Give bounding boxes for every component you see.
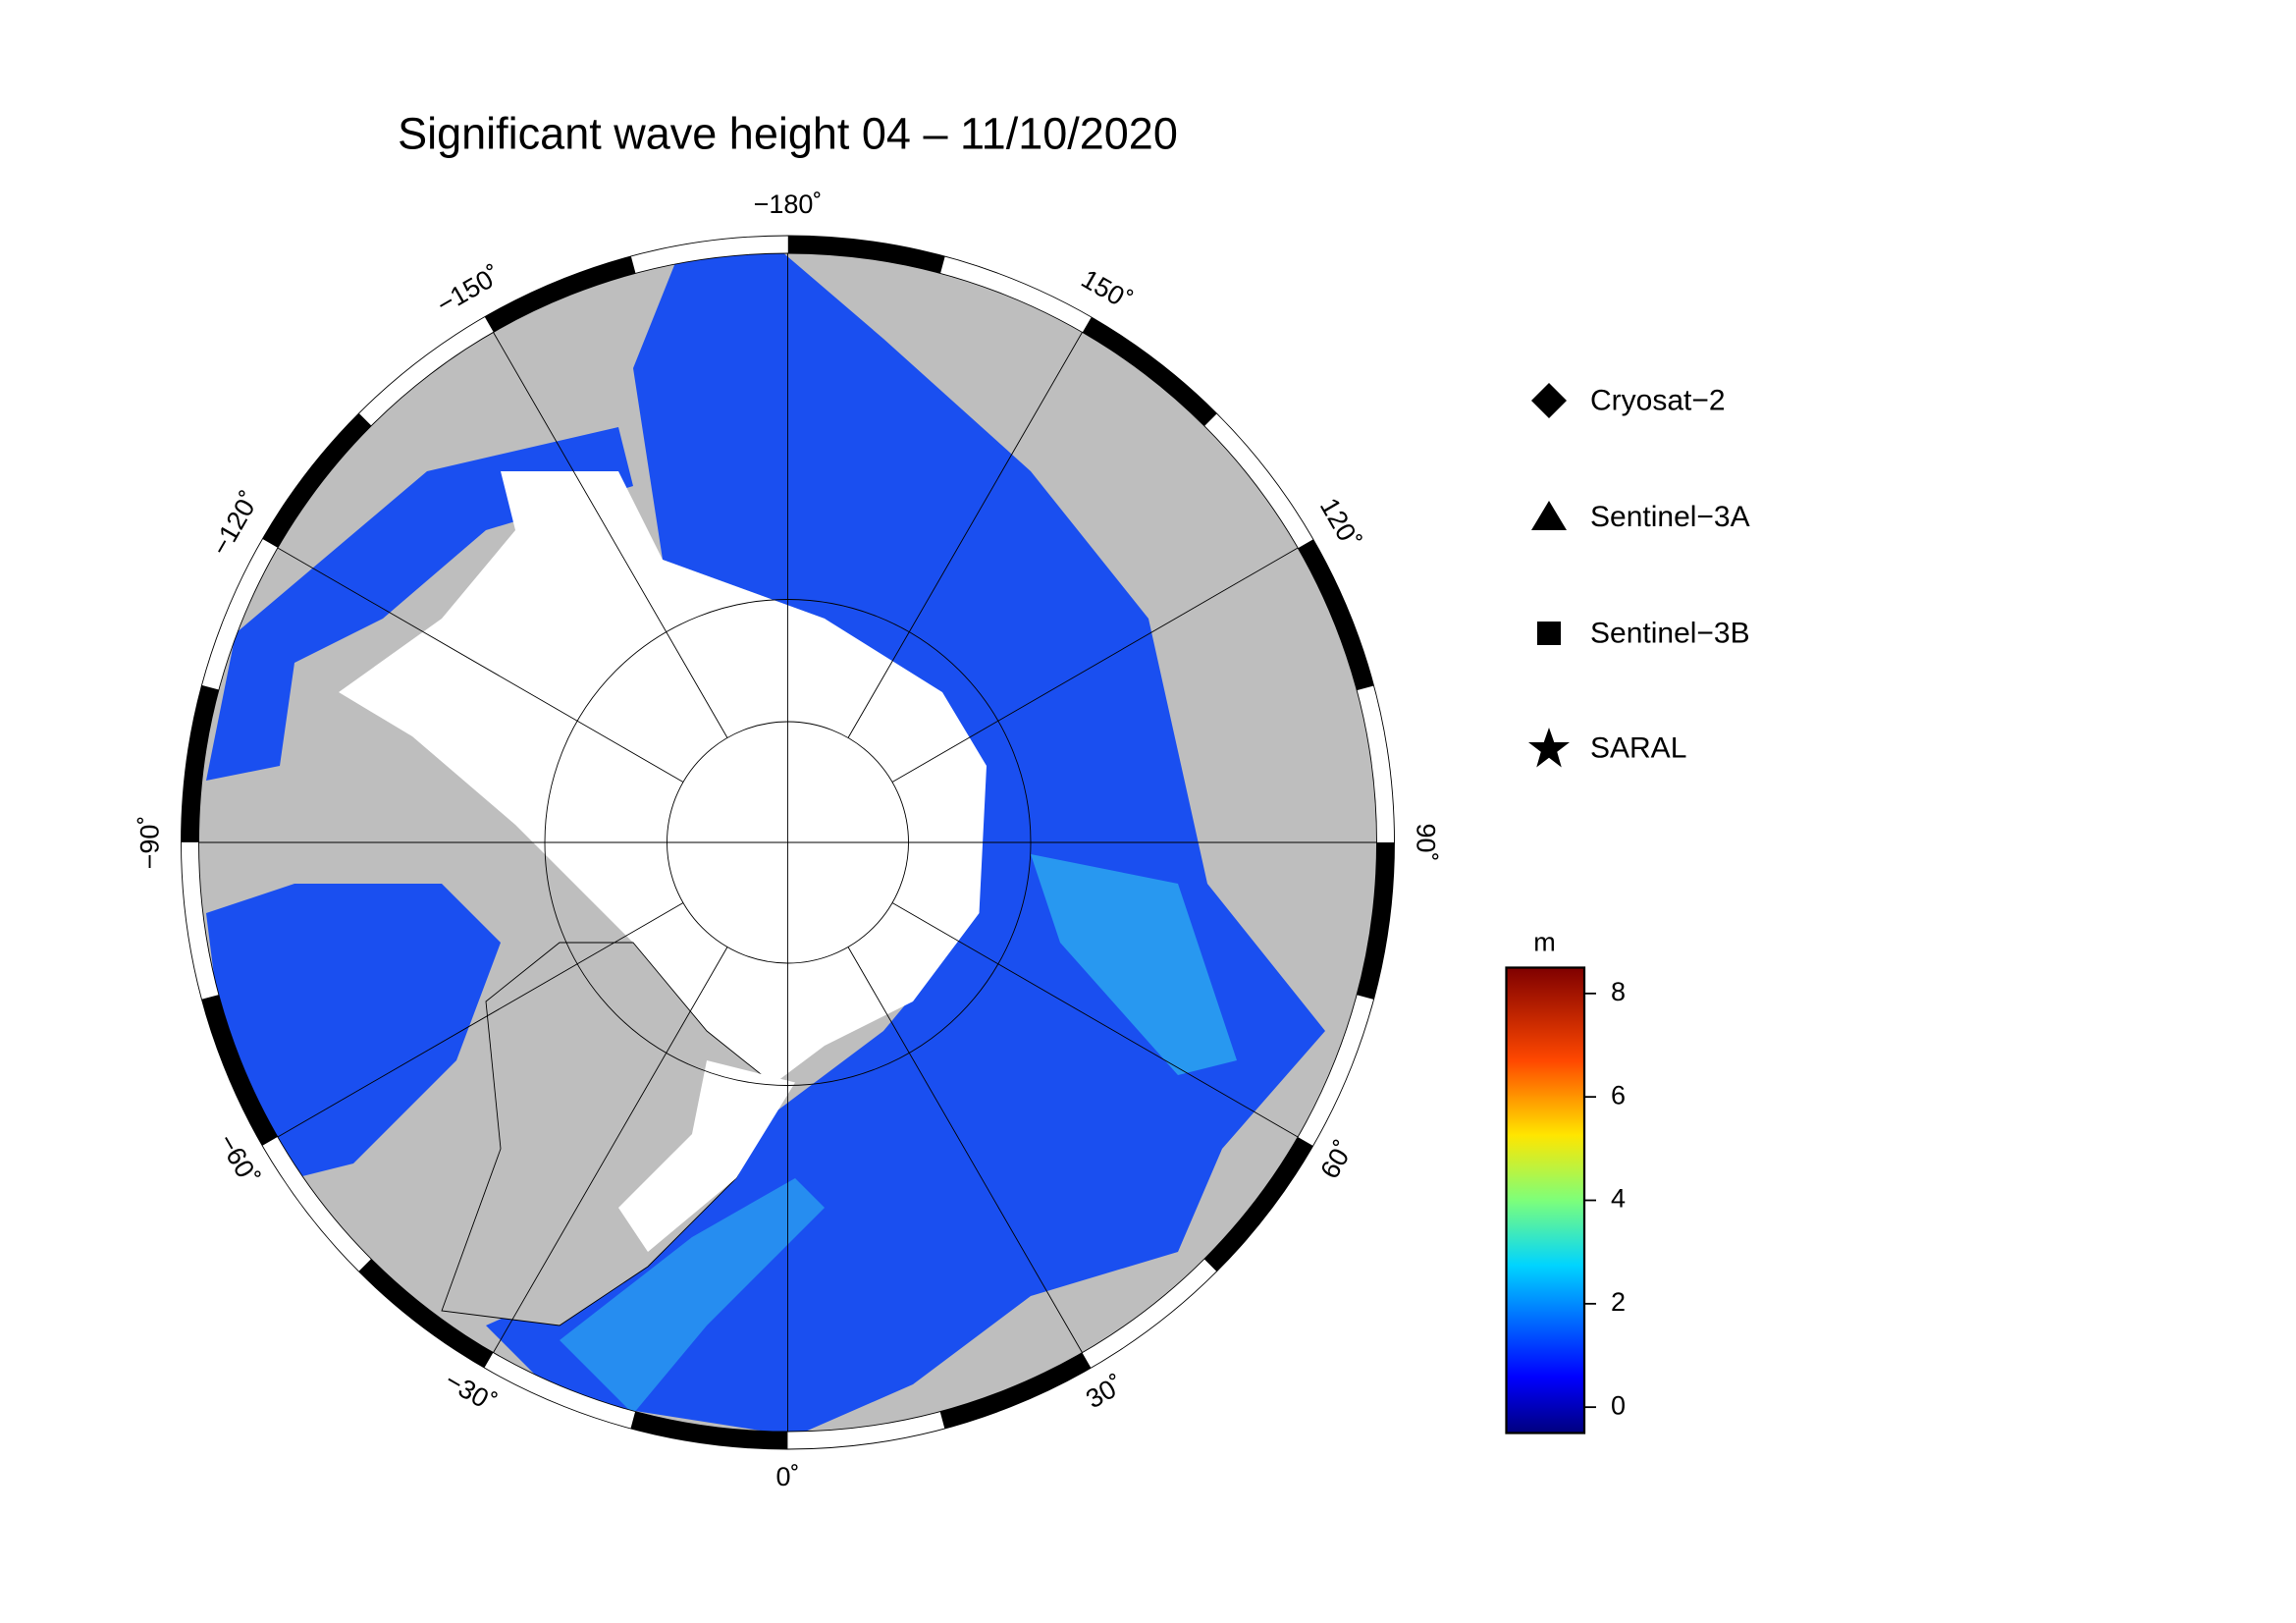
- legend-marker: [1531, 383, 1568, 418]
- longitude-label: 90˚: [1411, 823, 1440, 861]
- colorbar-tick-label: 6: [1611, 1080, 1626, 1109]
- frame-ticks: [181, 236, 1395, 1449]
- ocean-swh: [560, 1178, 826, 1414]
- legend-marker: [1531, 501, 1568, 530]
- longitude-label: −30˚: [440, 1366, 501, 1418]
- legend: Cryosat−2 Sentinel−3A Sentinel−3B SARAL: [1528, 383, 1750, 768]
- longitude-label: −180˚: [754, 189, 823, 219]
- longitude-label: 150˚: [1077, 264, 1138, 316]
- ocean-swh: [206, 884, 502, 1178]
- ocean-swh: [1031, 854, 1238, 1075]
- longitude-label: 60˚: [1314, 1136, 1359, 1184]
- title: Significant wave height 04 – 11/10/2020: [398, 108, 1178, 158]
- sea-ice: [618, 1060, 796, 1252]
- meridian: [891, 902, 1299, 1138]
- colorbar-tick-label: 2: [1611, 1287, 1626, 1317]
- colorbar-tick-label: 4: [1611, 1184, 1626, 1214]
- meridian: [493, 332, 728, 738]
- meridian: [277, 902, 684, 1138]
- colorbar-tick-label: 0: [1611, 1390, 1626, 1420]
- graticule: [181, 235, 1395, 1450]
- colorbar: m 0 2 4 6 8: [1505, 928, 1626, 1434]
- legend-label: SARAL: [1590, 731, 1686, 764]
- meridian: [847, 947, 1083, 1353]
- meridian: [891, 547, 1299, 783]
- longitude-label: −60˚: [212, 1129, 264, 1190]
- longitude-label: 30˚: [1081, 1370, 1129, 1414]
- meridian: [277, 547, 684, 783]
- longitude-label: 0˚: [775, 1462, 799, 1491]
- ocean-swh: [486, 253, 1326, 1432]
- legend-label: Sentinel−3A: [1590, 501, 1750, 533]
- longitude-label: 120˚: [1314, 493, 1366, 554]
- colorbar-unit: m: [1533, 928, 1556, 957]
- meridian: [493, 947, 728, 1353]
- legend-label: Sentinel−3B: [1590, 617, 1750, 649]
- legend-label: Cryosat−2: [1590, 384, 1726, 416]
- colorbar-scale: [1505, 966, 1586, 1434]
- colorbar-tick-label: 8: [1611, 977, 1626, 1006]
- greenland: [441, 942, 781, 1326]
- legend-marker: [1528, 728, 1571, 768]
- meridian: [847, 332, 1083, 738]
- longitude-label: −90˚: [135, 816, 165, 870]
- sea-ice: [339, 471, 988, 1090]
- legend-marker: [1537, 622, 1562, 645]
